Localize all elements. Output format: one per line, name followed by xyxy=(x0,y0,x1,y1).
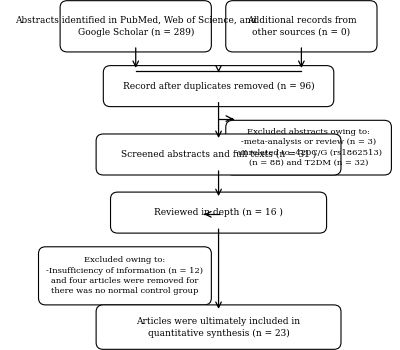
FancyBboxPatch shape xyxy=(60,1,211,52)
Text: Abstracts identified in PubMed, Web of Science, and
Google Scholar (n = 289): Abstracts identified in PubMed, Web of S… xyxy=(15,16,256,37)
FancyBboxPatch shape xyxy=(110,192,326,233)
Text: Record after duplicates removed (n = 96): Record after duplicates removed (n = 96) xyxy=(123,82,314,91)
FancyBboxPatch shape xyxy=(103,65,334,107)
Text: Reviewed in depth (n = 16 ): Reviewed in depth (n = 16 ) xyxy=(154,208,283,217)
FancyBboxPatch shape xyxy=(226,120,392,175)
Text: Screened abstracts and full texts (n = 31 ): Screened abstracts and full texts (n = 3… xyxy=(121,150,316,159)
Text: Excluded abstracts owing to:
-meta-analysis or review (n = 3)
-unrelated to -420: Excluded abstracts owing to: -meta-analy… xyxy=(235,128,382,167)
FancyBboxPatch shape xyxy=(226,1,377,52)
Text: Additional records from
other sources (n = 0): Additional records from other sources (n… xyxy=(246,16,356,37)
FancyBboxPatch shape xyxy=(96,134,341,175)
FancyBboxPatch shape xyxy=(38,247,211,305)
Text: Excluded owing to:
-Insufficiency of information (n = 12)
and four articles were: Excluded owing to: -Insufficiency of inf… xyxy=(46,256,204,295)
FancyBboxPatch shape xyxy=(96,305,341,349)
Text: Articles were ultimately included in
quantitative synthesis (n = 23): Articles were ultimately included in qua… xyxy=(136,317,301,338)
